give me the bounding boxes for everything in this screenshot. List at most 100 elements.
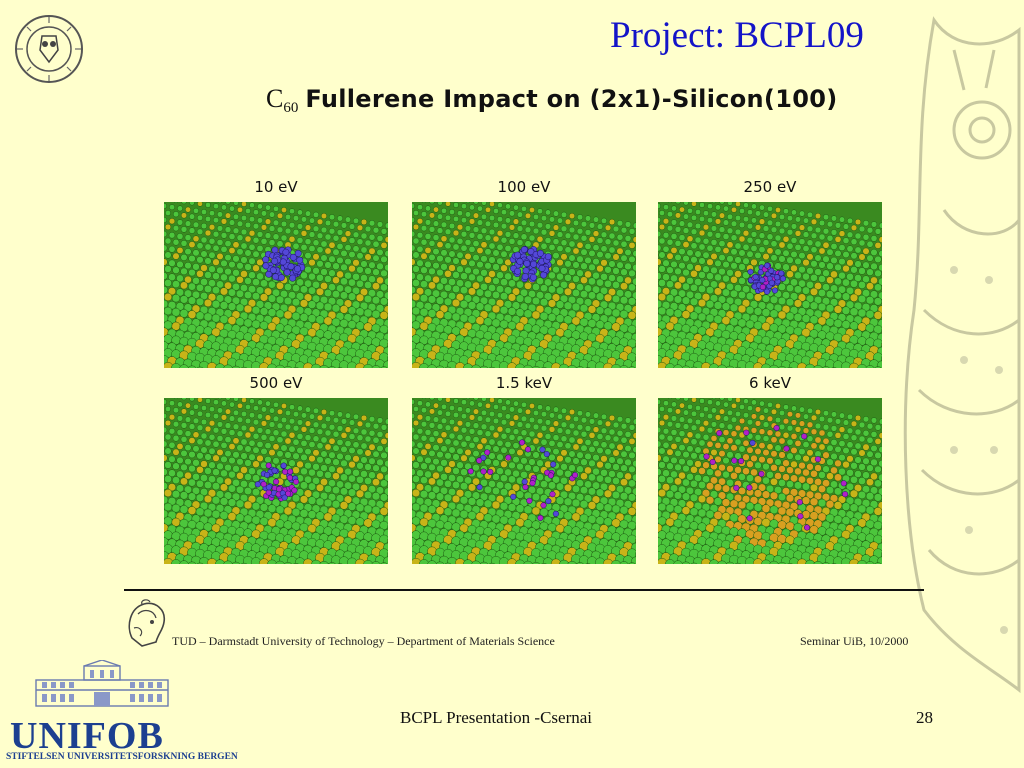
silicon-atom xyxy=(240,256,248,264)
silicon-atom xyxy=(308,217,316,224)
silicon-atom xyxy=(572,457,580,465)
silicon-atom xyxy=(512,232,520,239)
silicon-atom xyxy=(224,436,232,444)
silicon-atom xyxy=(734,424,742,432)
silicon-atom xyxy=(363,490,373,500)
silicon-atom xyxy=(711,202,717,204)
silicon-atom xyxy=(219,301,229,310)
silicon-atom xyxy=(802,427,810,434)
silicon-atom xyxy=(372,450,380,458)
silicon-atom xyxy=(427,491,437,500)
silicon-atom xyxy=(520,470,528,479)
carbon-atom xyxy=(294,249,302,257)
silicon-atom xyxy=(694,264,702,272)
silicon-atom xyxy=(196,256,204,264)
silicon-atom xyxy=(607,483,617,493)
silicon-atom xyxy=(690,452,698,460)
silicon-atom xyxy=(296,433,304,440)
silicon-atom xyxy=(710,239,718,246)
silicon-atom xyxy=(545,209,551,216)
silicon-atom xyxy=(295,292,305,301)
silicon-atom xyxy=(204,243,212,251)
silicon-atom xyxy=(195,297,205,306)
silicon-atom xyxy=(603,489,613,498)
silicon-atom xyxy=(536,459,544,467)
silicon-atom xyxy=(719,398,725,401)
silicon-atom xyxy=(204,229,212,237)
silicon-atom xyxy=(635,342,636,348)
silicon-atom xyxy=(591,299,601,308)
silicon-atom xyxy=(244,263,252,271)
carbon-atom xyxy=(520,246,528,254)
silicon-atom xyxy=(232,269,240,277)
silicon-atom xyxy=(185,206,191,213)
silicon-atom xyxy=(632,446,636,454)
silicon-atom xyxy=(587,501,597,510)
silicon-atom xyxy=(368,233,376,241)
silicon-atom xyxy=(790,474,798,483)
silicon-atom xyxy=(355,293,365,302)
silicon-atom xyxy=(739,208,745,214)
silicon-atom xyxy=(678,416,686,423)
carbon-atom xyxy=(524,446,532,453)
silicon-atom xyxy=(575,297,585,306)
silicon-atom xyxy=(608,274,616,282)
silicon-atom xyxy=(268,449,276,457)
silicon-atom xyxy=(813,295,823,305)
silicon-atom xyxy=(564,260,572,268)
silicon-atom xyxy=(866,478,874,487)
silicon-atom xyxy=(425,401,431,408)
silicon-atom xyxy=(572,233,580,241)
silicon-atom xyxy=(571,288,581,298)
silicon-atom xyxy=(666,280,674,289)
silicon-atom xyxy=(801,482,811,491)
silicon-atom xyxy=(412,272,416,280)
silicon-atom xyxy=(674,267,682,276)
silicon-atom xyxy=(616,416,624,423)
silicon-atom xyxy=(276,226,284,234)
silicon-atom xyxy=(706,258,714,266)
silicon-atom xyxy=(220,414,228,421)
silicon-atom xyxy=(540,438,548,446)
silicon-atom xyxy=(467,301,477,310)
silicon-atom xyxy=(216,407,224,414)
silicon-atom xyxy=(865,492,875,501)
silicon-atom xyxy=(850,434,858,442)
silicon-atom xyxy=(292,411,300,418)
silicon-atom xyxy=(588,263,596,272)
silicon-atom xyxy=(316,442,324,450)
silicon-atom xyxy=(189,398,195,402)
silicon-atom xyxy=(352,413,360,420)
silicon-atom xyxy=(181,398,187,401)
silicon-atom xyxy=(770,226,778,234)
silicon-atom xyxy=(300,243,308,251)
carbon-atom xyxy=(759,277,766,284)
silicon-atom xyxy=(472,436,480,444)
silicon-atom xyxy=(452,467,460,475)
silicon-atom xyxy=(690,269,698,278)
silicon-atom xyxy=(727,202,733,206)
silicon-atom xyxy=(184,234,192,241)
silicon-atom xyxy=(714,232,722,239)
silicon-atom xyxy=(710,211,718,218)
silicon-atom xyxy=(213,399,219,406)
silicon-atom xyxy=(343,285,353,294)
silicon-atom xyxy=(766,429,774,437)
silicon-atom xyxy=(838,216,846,223)
silicon-atom xyxy=(698,411,706,419)
silicon-atom xyxy=(387,342,388,348)
silicon-atom xyxy=(348,237,356,244)
silicon-atom xyxy=(236,248,244,256)
silicon-atom xyxy=(244,431,252,439)
silicon-atom xyxy=(384,263,388,272)
silicon-atom xyxy=(686,459,694,467)
silicon-atom xyxy=(560,476,568,485)
silicon-atom xyxy=(444,424,452,432)
silicon-atom xyxy=(612,477,620,485)
silicon-atom xyxy=(608,218,616,226)
silicon-atom xyxy=(480,437,488,445)
silicon-atom xyxy=(710,476,718,485)
silicon-atom xyxy=(822,269,830,277)
silicon-atom xyxy=(283,365,293,368)
silicon-atom xyxy=(746,446,754,454)
